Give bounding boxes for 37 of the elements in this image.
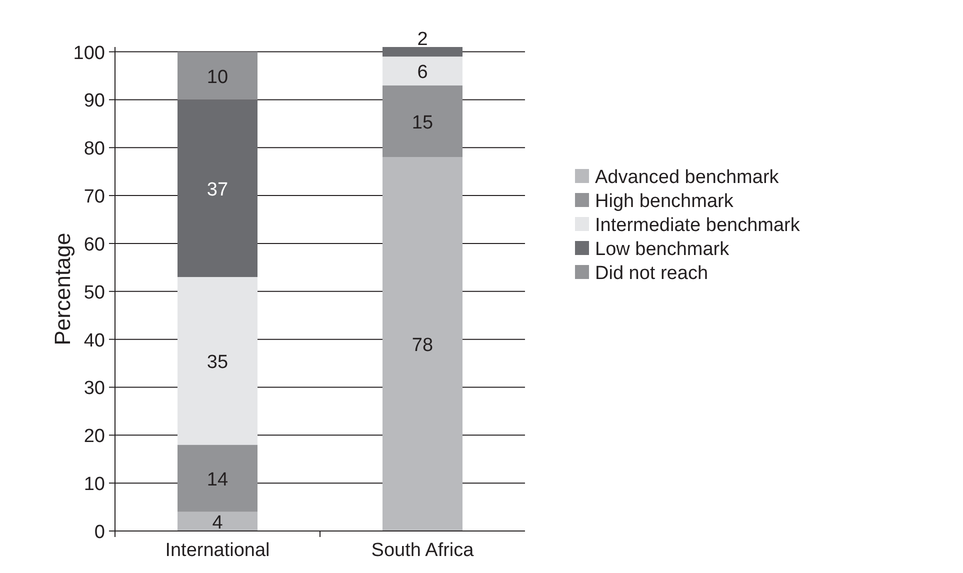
bar	[178, 52, 258, 100]
y-tick-label: 100	[73, 42, 105, 64]
data-label: 10	[206, 66, 228, 88]
data-label: 35	[206, 352, 228, 373]
data-label: 15	[412, 112, 434, 134]
legend-label: Intermediate benchmark	[595, 215, 800, 236]
bar	[178, 277, 258, 445]
y-tick-label: 0	[94, 522, 105, 543]
bar	[178, 100, 258, 278]
bar	[382, 85, 462, 158]
bar	[178, 444, 258, 512]
legend-label: Low benchmark	[595, 239, 730, 260]
y-tick-label: 80	[84, 138, 105, 160]
x-tick-label: International	[165, 540, 270, 561]
data-label: 14	[206, 469, 228, 490]
legend-label: Did not reach	[595, 263, 708, 284]
data-label: 2	[417, 29, 428, 50]
y-tick-label: 50	[84, 282, 105, 304]
y-axis-title: Percentage	[50, 232, 75, 346]
y-tick-label: 60	[84, 234, 105, 256]
y-tick-label: 70	[84, 186, 105, 208]
data-label: 4	[212, 512, 224, 534]
bar	[178, 512, 258, 531]
y-tick-label: 30	[84, 378, 105, 400]
bar	[382, 47, 462, 57]
y-tick-label: 20	[84, 426, 105, 448]
legend-label: Advanced benchmark	[595, 167, 780, 188]
bar	[382, 56, 462, 86]
data-label: 6	[417, 62, 428, 83]
bar	[382, 157, 462, 531]
x-tick-label: South Africa	[371, 540, 474, 561]
y-tick-label: 90	[84, 90, 105, 112]
y-tick-label: 40	[84, 330, 105, 352]
y-tick-label: 10	[84, 474, 105, 496]
data-label: 37	[206, 179, 228, 200]
data-label: 78	[412, 335, 434, 356]
legend-label: High benchmark	[595, 191, 734, 212]
